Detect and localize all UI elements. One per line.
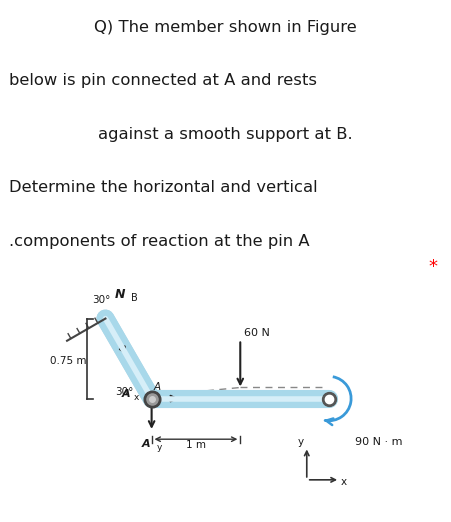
Text: A: A — [153, 383, 161, 393]
Text: 60 N: 60 N — [244, 328, 270, 338]
Text: x: x — [341, 478, 347, 488]
Text: A: A — [142, 438, 150, 448]
Text: 0.75 m: 0.75 m — [50, 356, 87, 366]
Text: x: x — [134, 394, 139, 402]
Text: Q) The member shown in Figure: Q) The member shown in Figure — [94, 20, 357, 35]
Text: y: y — [157, 443, 162, 452]
Text: Determine the horizontal and vertical: Determine the horizontal and vertical — [9, 181, 318, 195]
Text: 1 m: 1 m — [186, 441, 206, 450]
Text: *: * — [428, 258, 437, 276]
Text: 90 N · m: 90 N · m — [355, 437, 402, 447]
Text: y: y — [298, 437, 304, 447]
Text: A: A — [122, 389, 131, 399]
Text: against a smooth support at B.: against a smooth support at B. — [98, 127, 353, 142]
Text: B: B — [130, 293, 137, 303]
Text: 30°: 30° — [115, 387, 133, 397]
Text: below is pin connected at A and rests: below is pin connected at A and rests — [9, 73, 317, 88]
Text: N: N — [115, 288, 125, 301]
Text: 30°: 30° — [92, 295, 111, 305]
Text: .components of reaction at the pin A: .components of reaction at the pin A — [9, 234, 310, 249]
